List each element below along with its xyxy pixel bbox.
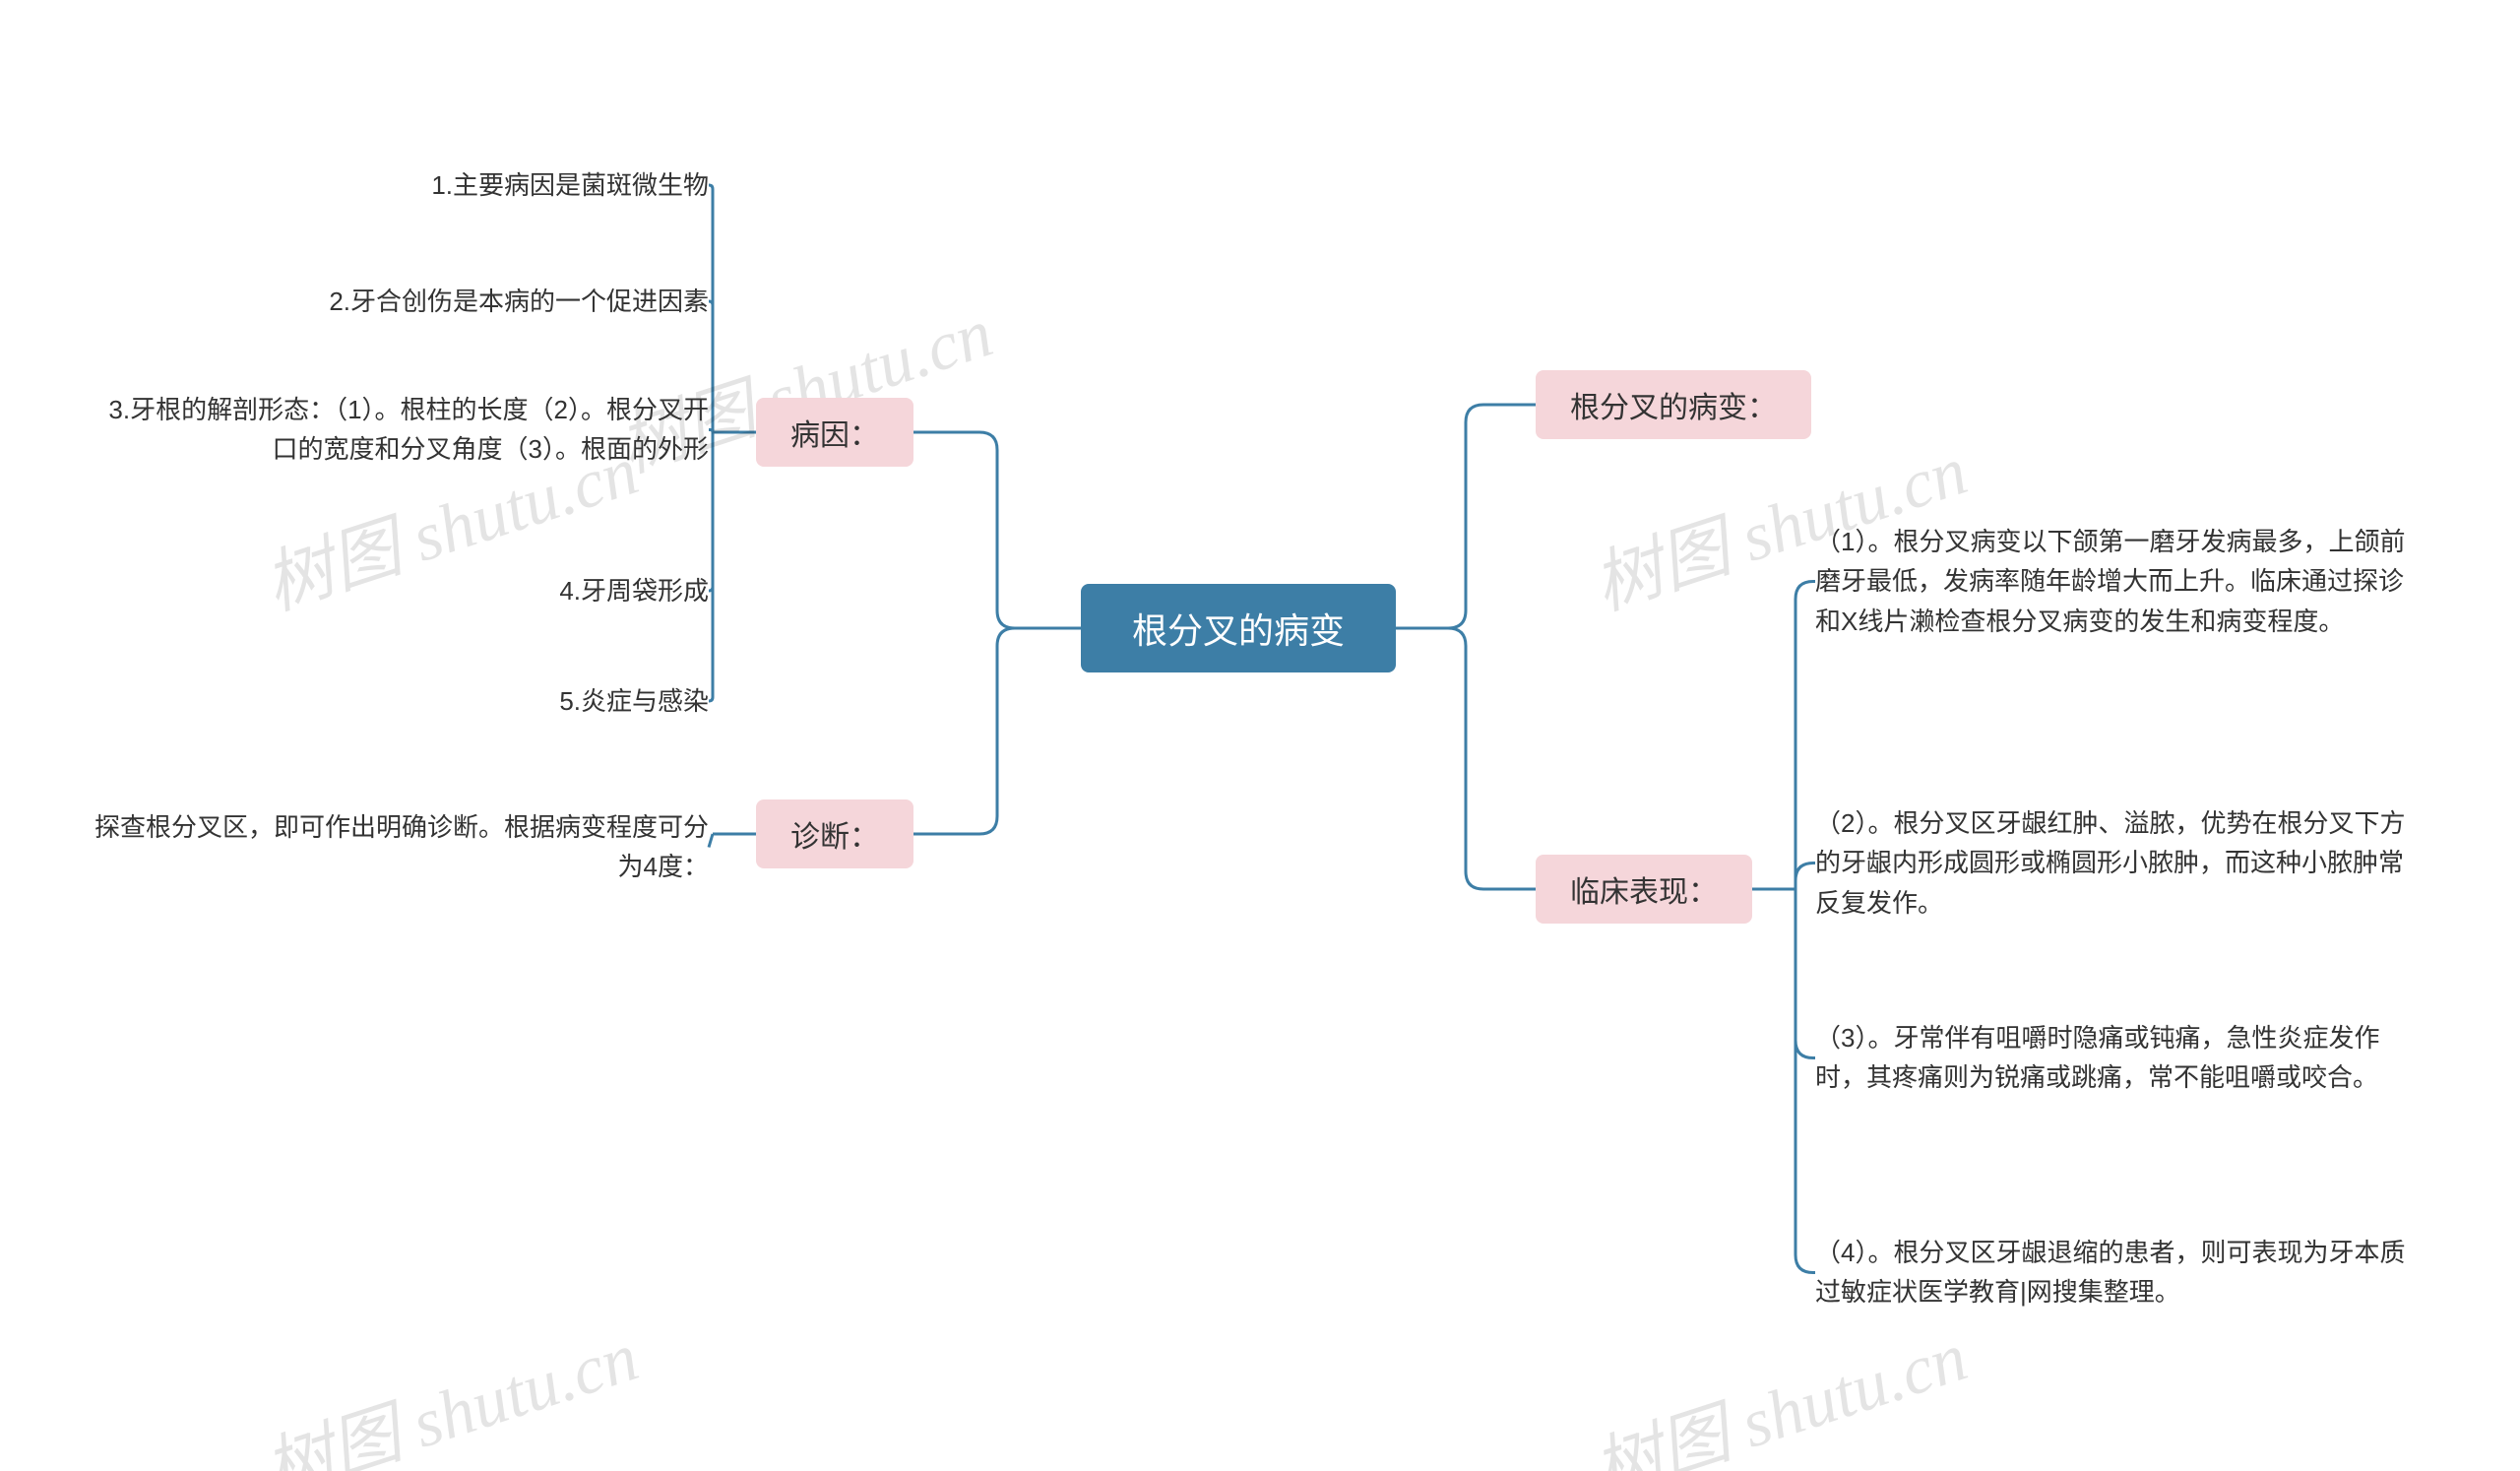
- leaf-cause-1: 2.牙合创伤是本病的一个促进因素: [158, 282, 709, 321]
- mindmap-stage: 树图 shutu.cn树图 shutu.cn树图 shutu.cn树图 shut…: [0, 0, 2520, 1471]
- branch-diagnosis: 诊断：: [756, 799, 914, 868]
- watermark: 树图 shutu.cn: [1579, 1302, 1978, 1471]
- branch-cause: 病因：: [756, 398, 914, 467]
- leaf-cause-3: 4.牙周袋形成: [158, 571, 709, 610]
- branch-clinical: 临床表现：: [1536, 855, 1752, 924]
- branch-lesion: 根分叉的病变：: [1536, 370, 1811, 439]
- leaf-clinical-3: （4）。根分叉区牙龈退缩的患者，则可表现为牙本质过敏症状医学教育|网搜集整理。: [1815, 1233, 2426, 1312]
- leaf-clinical-2: （3）。牙常伴有咀嚼时隐痛或钝痛，急性炎症发作时，其疼痛则为锐痛或跳痛，常不能咀…: [1815, 1018, 2426, 1098]
- leaf-cause-0: 1.主要病因是菌斑微生物: [158, 165, 709, 205]
- watermark: 树图 shutu.cn: [250, 1302, 649, 1471]
- leaf-diagnosis-0: 探查根分叉区，即可作出明确诊断。根据病变程度可分为4度：: [94, 807, 709, 887]
- leaf-clinical-1: （2）。根分叉区牙龈红肿、溢脓，优势在根分叉下方的牙龈内形成圆形或椭圆形小脓肿，…: [1815, 803, 2426, 923]
- root-node: 根分叉的病变: [1081, 584, 1396, 672]
- leaf-cause-2: 3.牙根的解剖形态：（1）。根柱的长度（2）。根分叉开口的宽度和分叉角度（3）。…: [94, 390, 709, 470]
- leaf-cause-4: 5.炎症与感染: [158, 681, 709, 721]
- leaf-clinical-0: （1）。根分叉病变以下颌第一磨牙发病最多，上颌前磨牙最低，发病率随年龄增大而上升…: [1815, 522, 2426, 641]
